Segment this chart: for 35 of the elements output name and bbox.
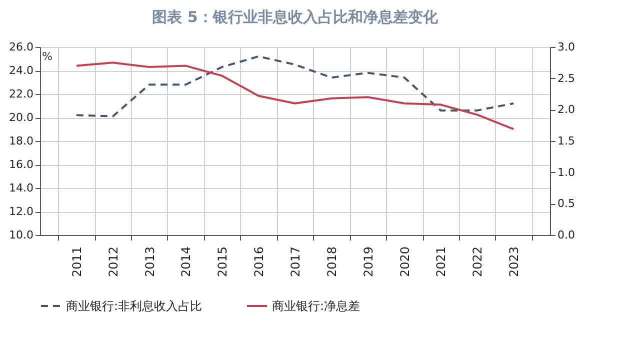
x-tick-label: 2014 — [179, 246, 194, 278]
x-tick-label: 2021 — [434, 246, 448, 278]
x-tick-label: 2012 — [106, 246, 120, 278]
y-tick-label: 20.0 — [9, 111, 34, 124]
y-tick-label: 26.0 — [9, 40, 34, 54]
x-tick-label: 2011 — [70, 246, 84, 278]
x-tick-label: 2019 — [361, 246, 376, 278]
line-series — [75, 55, 515, 118]
y2-tick-label: 2.5 — [558, 72, 575, 85]
x-tick-label: 2015 — [216, 246, 230, 278]
y2-tick-label: 2.0 — [558, 103, 575, 116]
legend-label: 商业银行:净息差 — [272, 299, 360, 313]
x-tick-label: 2023 — [507, 246, 522, 278]
y-tick-label: 16.0 — [9, 158, 34, 171]
y2-tick-label: 0.0 — [558, 228, 575, 242]
y-tick-label: 18.0 — [9, 134, 34, 148]
x-tick-label: 2013 — [142, 246, 157, 278]
x-tick-label: 2017 — [288, 246, 302, 278]
y2-tick-label: 1.5 — [558, 134, 575, 148]
legend-label: 商业银行:非利息收入占比 — [66, 299, 202, 313]
y-axis-title: % — [42, 50, 52, 63]
y2-tick-label: 0.5 — [558, 197, 575, 210]
x-tick-label: 2020 — [398, 246, 412, 278]
chart-title: 图表 5：银行业非息收入占比和净息差变化 — [152, 8, 439, 26]
line-series — [75, 62, 515, 130]
y-tick-label: 22.0 — [9, 88, 34, 100]
x-tick-label: 2016 — [252, 246, 266, 278]
x-tick-label: 2022 — [470, 246, 485, 278]
y2-tick-label: 1.0 — [558, 166, 575, 179]
y-tick-label: 10.0 — [9, 228, 34, 242]
y-tick-label: 14.0 — [9, 182, 34, 194]
y-tick-label: 12.0 — [9, 205, 34, 218]
y2-tick-label: 3.0 — [558, 40, 575, 54]
y-tick-label: 24.0 — [9, 64, 34, 77]
x-tick-label: 2018 — [324, 246, 339, 278]
